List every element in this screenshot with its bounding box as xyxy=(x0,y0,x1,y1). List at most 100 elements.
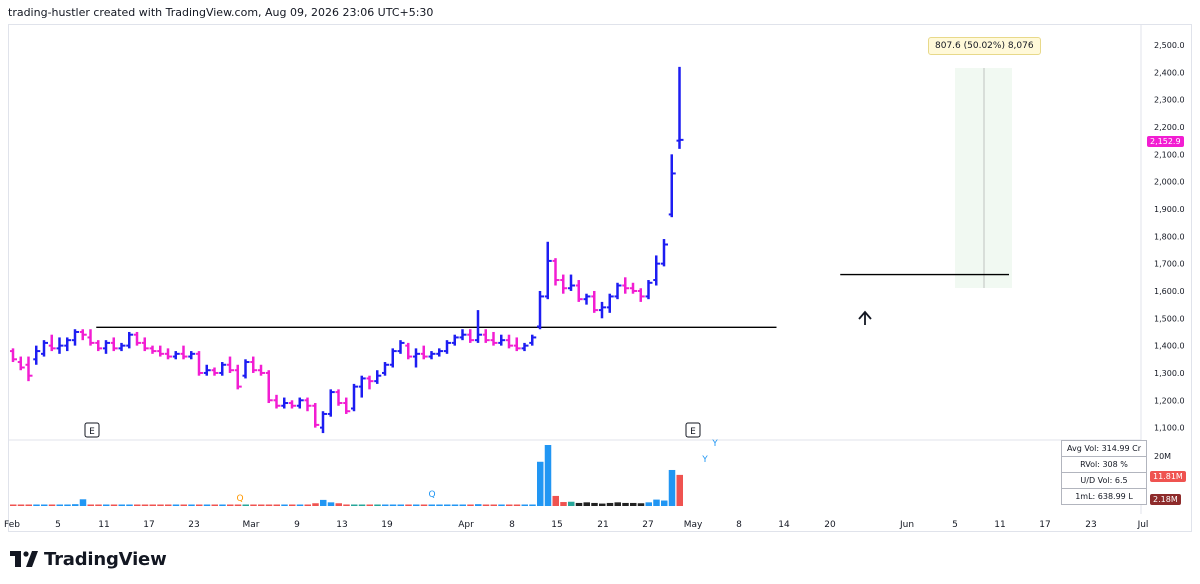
x-tick-label: 5 xyxy=(55,520,61,530)
volume-bar xyxy=(482,504,490,506)
volume-marker: Q xyxy=(428,490,435,500)
volume-bar xyxy=(475,504,482,506)
volume-bar xyxy=(575,502,583,506)
y-tick-label: 1,700.0 xyxy=(1154,260,1185,269)
volume-bar xyxy=(234,504,242,506)
volume-bar xyxy=(95,504,102,506)
x-tick-label: 14 xyxy=(778,520,790,530)
volume-badge-down: 2.18M xyxy=(1150,494,1181,505)
volume-bar xyxy=(661,500,668,506)
volume-bar xyxy=(436,504,443,506)
price-chart[interactable]: 2,500.0 2,400.0 2,300.0 2,200.0 2,100.0 2,000… xyxy=(0,0,1200,540)
volume-bar xyxy=(327,502,335,506)
y-tick-label: 2,500.0 xyxy=(1154,41,1185,50)
x-tick-label: 23 xyxy=(188,520,199,530)
volume-axis-label: 20M xyxy=(1154,452,1171,461)
volume-bar xyxy=(25,504,32,506)
chart-frame[interactable] xyxy=(8,24,1192,532)
volume-bar xyxy=(87,504,94,506)
measure-label[interactable]: 807.6 (50.02%) 8,076 xyxy=(928,37,1041,55)
volume-bar xyxy=(506,504,513,506)
volume-bar xyxy=(289,504,296,506)
x-tick-label: Jun xyxy=(899,520,914,530)
volume-bar xyxy=(219,504,226,506)
volume-bar xyxy=(599,503,606,506)
volume-bar xyxy=(242,504,249,506)
volume-bar xyxy=(397,504,404,506)
volume-bar xyxy=(351,504,358,506)
volume-bar xyxy=(614,502,621,506)
volume-bar xyxy=(444,504,451,506)
volume-marker: Y xyxy=(711,439,718,449)
x-tick-label: Jul xyxy=(1137,520,1149,530)
x-tick-label: 21 xyxy=(597,520,608,530)
volume-bar xyxy=(48,504,56,506)
volume-bar xyxy=(428,504,435,506)
volume-bar xyxy=(188,504,195,506)
y-tick-label: 1,500.0 xyxy=(1154,314,1185,323)
volume-bar xyxy=(10,504,17,506)
x-tick-label: Apr xyxy=(458,520,474,530)
y-tick-label: 1,600.0 xyxy=(1154,287,1185,296)
volume-bar xyxy=(498,504,505,506)
volume-bar xyxy=(110,504,118,506)
volume-marker: Q xyxy=(236,494,243,504)
volume-bar xyxy=(265,504,273,506)
volume-bar xyxy=(227,504,234,506)
y-tick-label: 2,400.0 xyxy=(1154,68,1185,77)
x-tick-label: 9 xyxy=(294,520,300,530)
volume-bar xyxy=(405,504,412,506)
volume-bar xyxy=(676,474,683,506)
stat-avg-vol: Avg Vol: 314.99 Cr xyxy=(1062,441,1146,457)
tradingview-logo-icon xyxy=(10,551,38,567)
volume-bar xyxy=(637,503,645,506)
volume-bar xyxy=(490,504,497,506)
volume-bar xyxy=(273,504,280,506)
stat-1ml: 1mL: 638.99 L xyxy=(1075,492,1133,501)
stat-rvol: RVol: 308 % xyxy=(1062,457,1146,473)
volume-bar xyxy=(304,504,311,506)
volume-bar xyxy=(459,504,466,506)
x-tick-label: 20 xyxy=(824,520,836,530)
volume-bar xyxy=(33,504,40,506)
x-tick-label: 23 xyxy=(1085,520,1096,530)
volume-bar xyxy=(583,502,590,506)
volume-bar xyxy=(622,502,629,506)
up-arrow-head xyxy=(858,310,872,320)
volume-bar xyxy=(668,469,676,506)
y-tick-label: 2,100.0 xyxy=(1154,150,1185,159)
stat-ud-vol: U/D Vol: 6.5 xyxy=(1062,473,1146,489)
volume-bar xyxy=(157,504,164,506)
volume-bar xyxy=(529,504,536,506)
volume-bar xyxy=(172,504,180,506)
x-tick-label: 17 xyxy=(143,520,154,530)
y-tick-label: 2,000.0 xyxy=(1154,178,1185,187)
volume-bar xyxy=(79,499,87,506)
x-tick-label: 17 xyxy=(1039,520,1050,530)
volume-bar xyxy=(149,504,156,506)
y-tick-label: 1,300.0 xyxy=(1154,369,1185,378)
volume-bar xyxy=(64,504,71,506)
volume-bar xyxy=(606,502,614,506)
volume-bar xyxy=(513,504,521,506)
volume-bar xyxy=(56,504,63,506)
volume-bar xyxy=(103,504,110,506)
volume-marker: Y xyxy=(701,455,708,465)
volume-bar xyxy=(537,461,544,506)
volume-bar xyxy=(118,504,125,506)
volume-bar xyxy=(591,502,598,506)
volume-bar xyxy=(41,504,48,506)
earnings-marker xyxy=(685,422,701,438)
stats-table: Avg Vol: 314.99 Cr RVol: 308 % U/D Vol: … xyxy=(1061,440,1147,505)
x-tick-label: 19 xyxy=(381,520,393,530)
volume-bar xyxy=(374,504,381,506)
x-tick-label: 11 xyxy=(994,520,1005,530)
x-tick-label: May xyxy=(684,520,703,530)
volume-bar xyxy=(420,504,428,506)
earnings-marker-label: E xyxy=(89,427,95,437)
measure-range-box xyxy=(955,68,1012,288)
volume-bar xyxy=(312,503,319,506)
tradingview-logo[interactable]: TradingView xyxy=(10,548,167,570)
x-tick-label: 8 xyxy=(736,520,742,530)
tradingview-wordmark: TradingView xyxy=(44,548,167,570)
